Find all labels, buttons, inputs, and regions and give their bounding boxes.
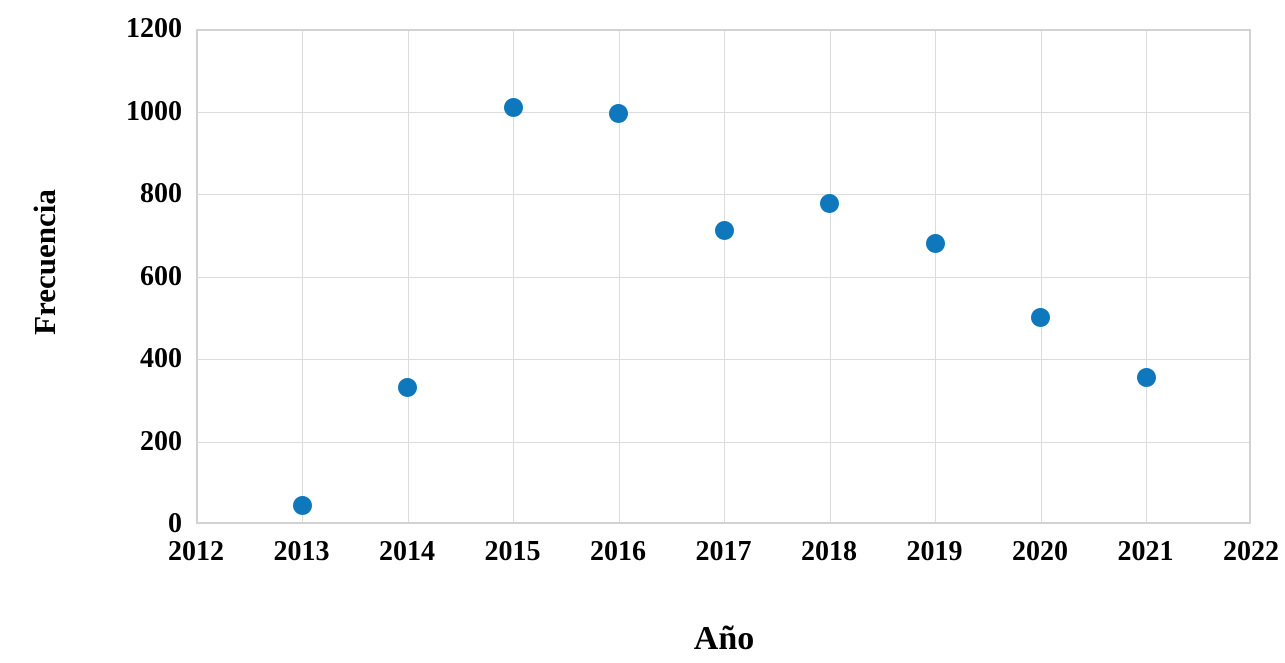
- grid-line-horizontal: [198, 276, 1249, 278]
- y-tick-label: 1200: [126, 13, 182, 44]
- x-tick-label: 2013: [273, 536, 330, 567]
- x-tick-label: 2021: [1117, 536, 1174, 567]
- y-tick-label: 800: [140, 178, 182, 209]
- y-tick-label: 1000: [126, 95, 182, 127]
- grid-line-horizontal: [198, 194, 1249, 195]
- data-point: [1136, 368, 1156, 388]
- x-tick-label: 2014: [379, 536, 435, 567]
- data-point: [292, 495, 312, 515]
- y-tick-label: 0: [168, 508, 182, 539]
- x-tick-label: 2012: [168, 536, 224, 567]
- grid-line-horizontal: [198, 441, 1249, 443]
- y-tick-label: 200: [140, 425, 182, 457]
- grid-line-horizontal: [198, 111, 1249, 113]
- grid-line-horizontal: [198, 359, 1249, 360]
- plot-area: [196, 29, 1251, 524]
- x-axis-title: Año: [693, 620, 755, 657]
- data-point: [609, 104, 628, 124]
- x-tick-label: 2019: [906, 536, 963, 567]
- x-tick-label: 2018: [801, 536, 857, 567]
- data-point: [398, 378, 417, 398]
- x-tick-label: 2020: [1012, 536, 1068, 567]
- x-tick-label: 2022: [1223, 536, 1279, 567]
- data-point: [503, 97, 523, 117]
- data-point: [714, 220, 734, 240]
- y-tick-label: 400: [140, 343, 182, 374]
- x-tick-label: 2016: [590, 536, 646, 567]
- data-point: [925, 233, 945, 253]
- data-point: [820, 193, 839, 213]
- y-tick-label: 600: [140, 260, 182, 292]
- x-tick-label: 2017: [695, 536, 752, 567]
- data-point: [1031, 308, 1050, 328]
- x-tick-label: 2015: [484, 536, 541, 567]
